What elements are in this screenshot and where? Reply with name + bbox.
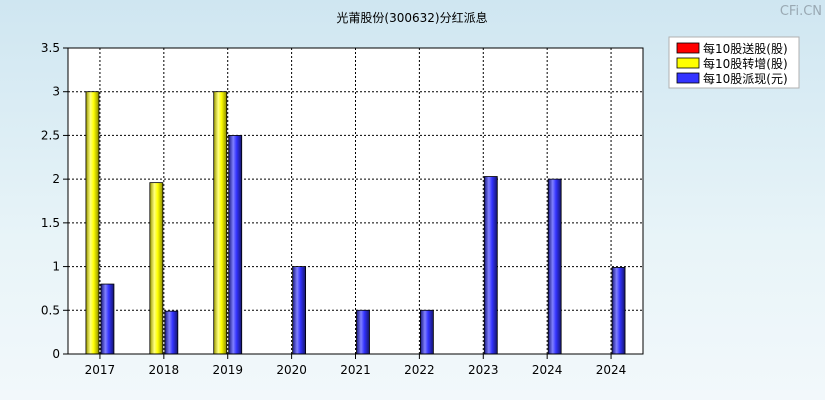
bar-cash-2020 [292,266,307,355]
y-tick-label: 3 [52,85,60,99]
y-tick-label: 2 [52,172,60,186]
legend: 每10股送股(股)每10股转增(股)每10股派现(元) [668,36,800,89]
bar-cash-2017 [100,283,115,355]
x-tick-label: 2021 [340,363,371,377]
plot-border [67,47,644,355]
x-tick-label: 2017 [85,363,116,377]
bar-cash-2023 [483,176,498,355]
bar-cash-2019 [228,135,243,355]
legend-label: 每10股派现(元) [703,71,788,86]
x-tick-label: 2019 [212,363,243,377]
y-tick-label: 2.5 [41,128,60,142]
x-tick-label: 2024 [596,363,627,377]
y-tick-label: 0.5 [41,303,60,317]
x-tick-label: 2020 [276,363,307,377]
legend-swatch [676,42,700,54]
watermark: CFi.CN [780,4,822,19]
y-tick-label: 3.5 [41,41,60,55]
x-tick-label: 2018 [149,363,180,377]
legend-label: 每10股送股(股) [703,41,788,56]
y-tick-label: 1.5 [41,216,60,230]
x-tick-label: 2022 [404,363,435,377]
bar-transfer-2017 [85,91,100,355]
bar-cash-2024 [611,267,626,355]
chart-title: 光莆股份(300632)分红派息 [336,10,487,25]
bar-transfer-2019 [213,91,228,355]
x-tick-label: 2023 [468,363,499,377]
bar-cash-2018 [164,310,179,355]
bar-transfer-2018 [149,182,164,355]
bar-cash-2021 [356,309,370,355]
y-tick-label: 0 [52,347,60,361]
legend-label: 每10股转增(股) [703,56,788,71]
x-tick-label: 2024 [532,363,563,377]
bar-cash-2024 [547,178,562,355]
axes: 0 0.5 1 1.5 2 2.5 3 3.5 2017 2018 2019 2020 2021 2022… [41,41,644,377]
legend-swatch [676,57,700,69]
grid [68,47,643,355]
bar-cash-2022 [419,309,434,355]
y-tick-label: 1 [52,260,60,274]
legend-swatch [676,72,700,84]
